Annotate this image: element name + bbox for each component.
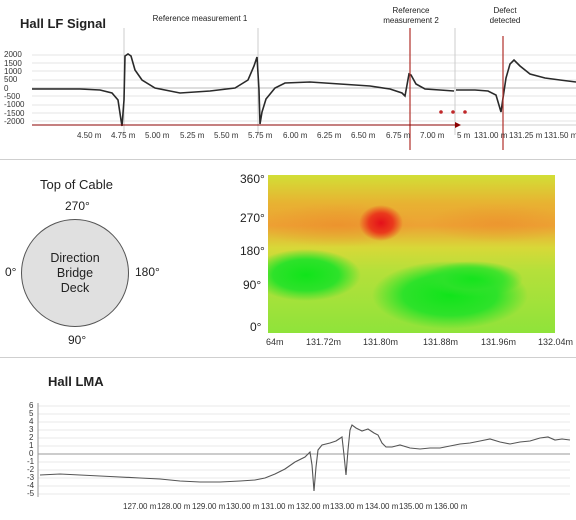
lf-ytick: 500 <box>4 75 18 84</box>
heatmap <box>268 175 555 333</box>
lf-xtick: 131.25 m <box>509 131 543 140</box>
heatmap-xtick: 131.80m <box>363 337 399 347</box>
lma-ytick: -1 <box>27 457 35 466</box>
lf-xtick: 4.50 m <box>77 131 102 140</box>
lf-ytick: 0 <box>4 84 9 93</box>
heatmap-xtick: 131.96m <box>481 337 517 347</box>
lma-xtick: 136.00 m <box>434 502 468 511</box>
lma-trace <box>39 424 571 492</box>
lma-xtick: 135.00 m <box>399 502 433 511</box>
lma-xtick: 130.00 m <box>226 502 260 511</box>
annotation-defect: Defect detected <box>489 6 521 25</box>
heatmap-low-zone <box>268 249 361 301</box>
lf-ytick: -500 <box>4 92 21 101</box>
lf-gap-dot <box>463 110 467 114</box>
lf-trace-section-2 <box>456 58 576 113</box>
lf-section-dividers <box>123 28 456 135</box>
lf-xtick: 6.50 m <box>351 131 376 140</box>
lf-xtick: 5 m <box>457 131 471 140</box>
hall-lma-plot <box>37 403 571 497</box>
direction-deg-right: 180° <box>135 265 160 279</box>
lma-xtick: 129.00 m <box>192 502 226 511</box>
lf-xtick: 131.50 m <box>544 131 576 140</box>
lma-ytick: 2 <box>29 433 34 442</box>
direction-circle-line: Deck <box>60 280 90 295</box>
direction-circle-line: Bridge <box>56 265 94 280</box>
lf-xtick: 7.00 m <box>420 131 445 140</box>
heatmap-ytick: 180° <box>240 244 265 258</box>
lf-xtick: 5.00 m <box>145 131 170 140</box>
lma-xtick: 133.00 m <box>330 502 364 511</box>
lf-xtick: 131.00 m <box>474 131 508 140</box>
lma-xtick: 134.00 m <box>365 502 399 511</box>
lf-ytick: -1000 <box>4 100 25 109</box>
heatmap-xtick: 64m <box>266 337 284 347</box>
lma-ytick: -2 <box>27 465 35 474</box>
annotation-reference-1: Reference measurement 1 <box>152 14 248 23</box>
lf-xtick: 5.50 m <box>214 131 239 140</box>
lf-ytick: 1000 <box>4 67 22 76</box>
lf-ytick: -2000 <box>4 117 25 126</box>
lf-trace-section-1 <box>32 53 455 127</box>
direction-deg-left: 0° <box>5 265 17 279</box>
lf-xtick: 6.25 m <box>317 131 342 140</box>
lf-xtick: 6.00 m <box>283 131 308 140</box>
lma-xtick: 128.00 m <box>157 502 191 511</box>
hall-lf-title: Hall LF Signal <box>20 16 106 31</box>
direction-title: Top of Cable <box>40 177 113 192</box>
lma-ytick: 0 <box>29 449 34 458</box>
lma-ytick: 3 <box>29 425 34 434</box>
lma-ytick: -3 <box>27 473 35 482</box>
separator-bottom <box>0 357 576 358</box>
heatmap-xtick: 131.88m <box>423 337 459 347</box>
direction-circle: Direction Bridge Deck <box>21 219 129 327</box>
lma-ytick: 5 <box>29 409 34 418</box>
lma-ytick: 6 <box>29 401 34 410</box>
lma-xtick: 127.00 m <box>123 502 157 511</box>
lf-gap-dot <box>439 110 443 114</box>
lf-arrow-head <box>455 122 461 128</box>
lf-ytick: -1500 <box>4 109 25 118</box>
direction-deg-bottom: 90° <box>68 333 87 347</box>
heatmap-ytick: 0° <box>250 320 262 334</box>
lf-ytick: 1500 <box>4 59 22 68</box>
lf-xtick: 5.25 m <box>180 131 205 140</box>
lma-ytick: -4 <box>27 481 35 490</box>
heatmap-low-zone <box>423 261 523 297</box>
heatmap-orange-zone <box>428 203 555 243</box>
lf-ytick: 2000 <box>4 50 22 59</box>
lf-xtick: 5.75 m <box>248 131 273 140</box>
heatmap-ytick: 270° <box>240 211 265 225</box>
hall-lf-plot <box>32 28 576 150</box>
separator-top <box>0 159 576 160</box>
lf-xtick: 6.75 m <box>386 131 411 140</box>
hall-lma-title: Hall LMA <box>48 374 104 389</box>
direction-circle-line: Direction <box>50 250 100 265</box>
lf-xtick: 4.75 m <box>111 131 136 140</box>
lma-ytick: -5 <box>27 489 35 498</box>
heatmap-ytick: 90° <box>243 278 262 292</box>
lma-ytick: 1 <box>29 441 34 450</box>
annotation-reference-2: Reference measurement 2 <box>383 6 439 25</box>
lma-xtick: 132.00 m <box>296 502 330 511</box>
lma-ytick: 4 <box>29 417 34 426</box>
heatmap-xtick: 131.72m <box>306 337 342 347</box>
heatmap-hotspot <box>359 205 403 241</box>
heatmap-xtick: 132.04m <box>538 337 574 347</box>
lma-xtick: 131.00 m <box>261 502 295 511</box>
direction-deg-top: 270° <box>65 199 90 213</box>
lma-gridlines <box>38 405 570 495</box>
lf-gap-dot <box>451 110 455 114</box>
heatmap-ytick: 360° <box>240 172 265 186</box>
